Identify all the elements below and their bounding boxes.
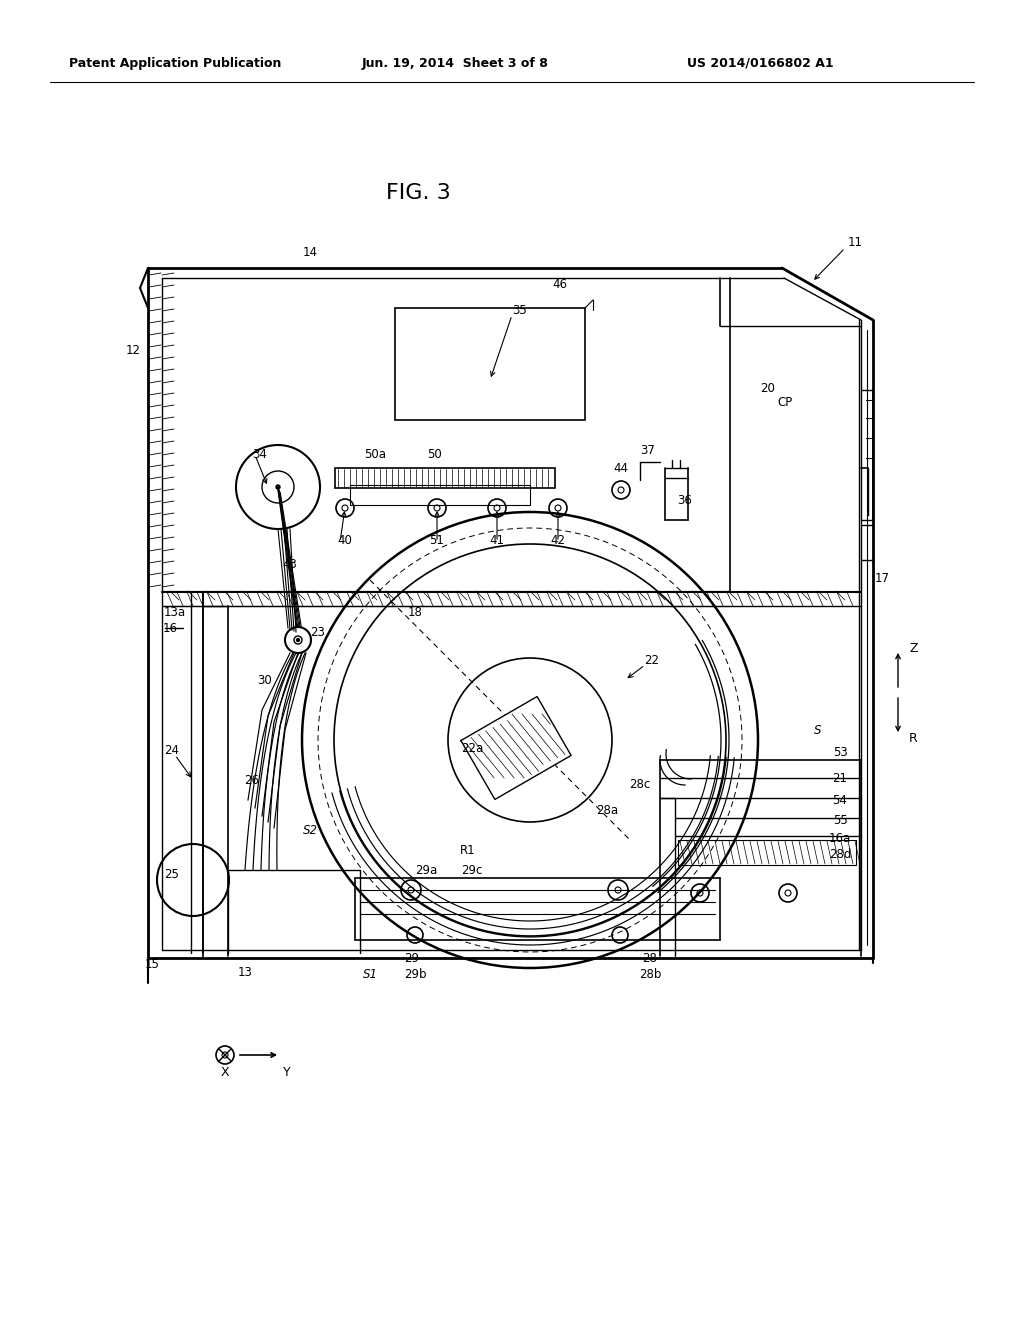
- Text: US 2014/0166802 A1: US 2014/0166802 A1: [687, 57, 834, 70]
- Text: 22: 22: [644, 653, 659, 667]
- Text: 28: 28: [643, 952, 657, 965]
- Text: 36: 36: [678, 494, 692, 507]
- Text: 13: 13: [238, 966, 253, 979]
- Text: S: S: [814, 723, 821, 737]
- Text: 16: 16: [163, 622, 177, 635]
- Text: 43: 43: [283, 558, 297, 572]
- Text: 40: 40: [338, 533, 352, 546]
- Text: 22a: 22a: [461, 742, 483, 755]
- Bar: [395, 308, 585, 420]
- Text: 29: 29: [404, 952, 420, 965]
- Text: Y: Y: [284, 1067, 291, 1080]
- Text: S1: S1: [362, 969, 378, 982]
- Bar: [350, 484, 530, 506]
- Bar: [335, 469, 555, 488]
- Text: 42: 42: [551, 533, 565, 546]
- Text: 44: 44: [613, 462, 629, 474]
- Circle shape: [276, 484, 280, 488]
- Text: 29a: 29a: [415, 863, 437, 876]
- Text: 28b: 28b: [639, 969, 662, 982]
- Text: Z: Z: [909, 642, 918, 655]
- Text: 30: 30: [258, 673, 272, 686]
- Text: CP: CP: [777, 396, 793, 409]
- Text: 26: 26: [245, 774, 259, 787]
- Text: 20: 20: [760, 381, 775, 395]
- Text: 35: 35: [513, 304, 527, 317]
- Text: 50: 50: [428, 449, 442, 462]
- Text: 15: 15: [144, 958, 160, 972]
- Text: X: X: [221, 1067, 229, 1080]
- Text: 46: 46: [553, 279, 567, 292]
- Text: Jun. 19, 2014  Sheet 3 of 8: Jun. 19, 2014 Sheet 3 of 8: [361, 57, 549, 70]
- Text: R1: R1: [460, 843, 476, 857]
- Polygon shape: [461, 697, 571, 800]
- Text: 28c: 28c: [630, 779, 650, 792]
- Text: 28d: 28d: [828, 849, 851, 862]
- Text: 24: 24: [165, 743, 179, 756]
- Text: 23: 23: [310, 626, 326, 639]
- Text: Patent Application Publication: Patent Application Publication: [69, 57, 282, 70]
- Circle shape: [297, 639, 299, 642]
- Text: 25: 25: [165, 869, 179, 882]
- Text: 11: 11: [848, 235, 862, 248]
- Text: 37: 37: [641, 444, 655, 457]
- Text: FIG. 3: FIG. 3: [386, 183, 451, 203]
- Text: 53: 53: [833, 746, 848, 759]
- Bar: [678, 840, 856, 865]
- Text: R: R: [909, 731, 918, 744]
- Text: S2: S2: [302, 824, 317, 837]
- Text: 18: 18: [408, 606, 423, 619]
- Text: 34: 34: [253, 449, 267, 462]
- Text: 12: 12: [126, 343, 141, 356]
- Text: 54: 54: [833, 793, 848, 807]
- Text: 29b: 29b: [403, 969, 426, 982]
- Text: 55: 55: [833, 813, 848, 826]
- Text: 29c: 29c: [462, 863, 482, 876]
- Text: 50a: 50a: [364, 449, 386, 462]
- Text: 21: 21: [833, 771, 848, 784]
- Text: 13a: 13a: [164, 606, 186, 619]
- Text: 28a: 28a: [596, 804, 618, 817]
- Text: 14: 14: [302, 247, 317, 260]
- Text: 16a: 16a: [828, 832, 851, 845]
- Text: 51: 51: [429, 533, 444, 546]
- Text: 41: 41: [489, 533, 505, 546]
- Text: 17: 17: [874, 572, 890, 585]
